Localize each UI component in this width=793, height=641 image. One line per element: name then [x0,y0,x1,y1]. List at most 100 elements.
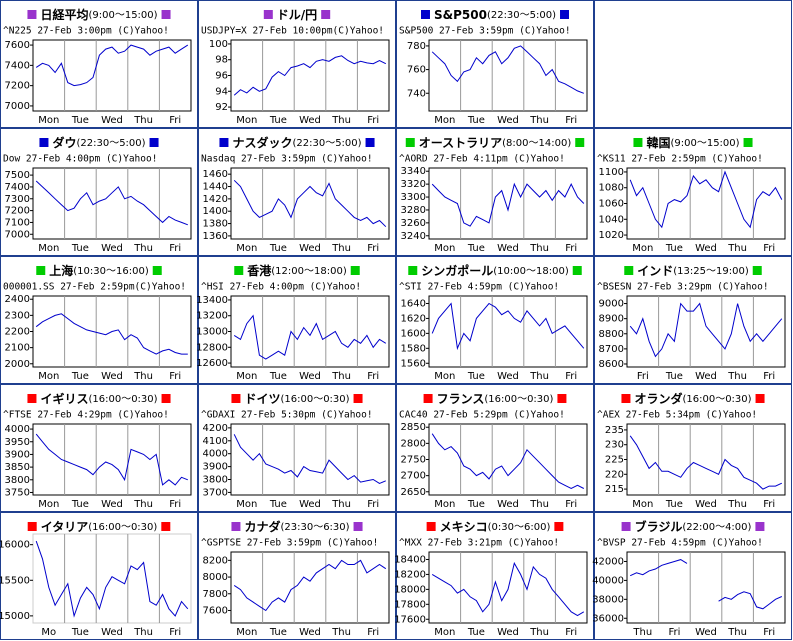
chart-subtitle: ^GSPTSE 27-Feb 3:59pm (C)Yahoo! [201,538,378,549]
title-name: インド [637,264,673,278]
chart-subtitle: ^AORD 27-Feb 4:11pm (C)Yahoo! [399,154,565,165]
price-line [431,561,585,617]
plot-frame [32,39,192,112]
y-tick-label: 3340 [401,166,426,177]
plot-frame [626,551,786,624]
cell-border [0,512,198,640]
cell-border [594,256,792,384]
cell-border [198,384,396,512]
x-tick-label: Fri [169,627,181,638]
y-tick-label: 3800 [203,475,228,486]
cell-border [0,384,198,512]
title-hours: (10:00～18:00) [493,266,569,277]
x-tick-label: Wed [101,627,123,638]
x-tick-label: Tue [71,371,89,382]
chart-subtitle: CAC40 27-Feb 5:29pm (C)Yahoo! [399,410,565,421]
y-tick-label: 7000 [5,101,30,112]
x-tick-label: Mon [632,499,653,510]
price-line [35,540,189,618]
title-hours: (13:25～19:00) [673,266,749,277]
price-line [233,314,387,360]
y-tick-label: 13200 [196,311,228,322]
x-tick-label: Mon [434,243,455,254]
y-tick-label: 1640 [401,298,426,309]
x-tick-label: Fri [565,371,577,382]
y-tick-label: 3750 [5,487,30,498]
title-marker [554,522,564,531]
x-tick-label: Thu [727,243,747,254]
plot-frame [626,167,786,240]
y-tick-label: 98 [215,55,228,66]
x-tick-label: Tue [71,243,89,254]
y-tick-label: 3900 [203,462,228,473]
y-tick-label: 4200 [203,423,228,434]
y-tick-label: 1380 [203,219,228,230]
title-hours: (12:00～18:00) [271,266,347,277]
chart-title: S&P500(22:30～5:00) [434,8,556,22]
price-line [233,55,387,96]
plot-frame [428,39,588,112]
title-name: 香港 [246,263,272,278]
x-tick-label: Fri [763,371,775,382]
title-name: ナスダック [232,135,292,150]
chart-title: メキシコ(0:30～6:00) [440,520,551,534]
y-tick-label: 12800 [196,342,228,353]
title-hours: (23:30～6:30) [280,522,349,533]
y-tick-label: 3260 [401,218,426,229]
x-tick-label: Wed [101,499,123,510]
y-tick-label: 18400 [394,554,426,565]
chart-subtitle: ^BVSP 27-Feb 4:59pm (C)Yahoo! [597,538,763,549]
x-tick-label: Fri [565,499,577,510]
y-tick-label: 1040 [599,214,624,225]
x-tick-label: Mon [434,115,455,126]
chart-subtitle: Nasdaq 27-Feb 3:59pm (C)Yahoo! [201,154,373,165]
y-tick-label: 2650 [401,487,426,498]
x-tick-label: Thu [133,115,153,126]
plot-frame [32,423,192,496]
y-tick-label: 1020 [599,230,624,241]
chart-subtitle: ^HSI 27-Feb 4:00pm (C)Yahoo! [201,282,361,293]
title-hours: (22:30～5:00) [292,138,361,149]
title-hours: (9:00～15:00) [88,10,157,21]
chart-title: ドイツ(16:00～0:30) [244,392,349,406]
y-tick-label: 38000 [592,594,624,605]
y-tick-label: 13400 [196,295,228,306]
x-tick-label: Fri [169,243,181,254]
chart-subtitle: ^GDAXI 27-Feb 5:30pm (C)Yahoo! [201,410,373,421]
y-tick-label: 7000 [5,229,30,240]
y-tick-label: 15000 [0,611,30,622]
plot-frame [626,423,786,496]
plot-frame [230,423,390,496]
y-tick-label: 17600 [394,614,426,625]
chart-title: ブラジル(22:00～4:00) [635,519,752,534]
cell-border [396,512,594,640]
title-marker [408,266,418,275]
x-tick-label: Wed [497,627,519,638]
x-tick-label: Mon [434,371,455,382]
y-tick-label: 8700 [599,344,624,355]
x-tick-label: Wed [101,243,123,254]
x-tick-label: Fri [169,371,181,382]
x-tick-label: Thu [133,499,153,510]
y-tick-label: 8200 [203,555,228,566]
x-tick-label: Tue [71,115,89,126]
x-tick-label: Wed [299,243,321,254]
title-marker [743,138,753,147]
y-tick-label: 3850 [5,462,30,473]
x-tick-label: Thu [331,499,351,510]
x-tick-label: Thu [133,627,153,638]
y-tick-label: 1440 [203,182,228,193]
y-tick-label: 1600 [401,328,426,339]
title-name: ドイツ [244,392,280,406]
title-marker [231,522,241,531]
cell-border [198,0,396,128]
x-tick-label: Mon [236,499,257,510]
x-tick-label: Tue [71,499,89,510]
title-marker [149,138,159,147]
x-tick-label: Fri [565,115,577,126]
cell-border [198,256,396,384]
x-tick-label: Tue [467,499,485,510]
plot-frame [230,551,390,624]
chart-title: カナダ(23:30～6:30) [244,519,349,534]
title-name: イタリア [41,520,89,534]
